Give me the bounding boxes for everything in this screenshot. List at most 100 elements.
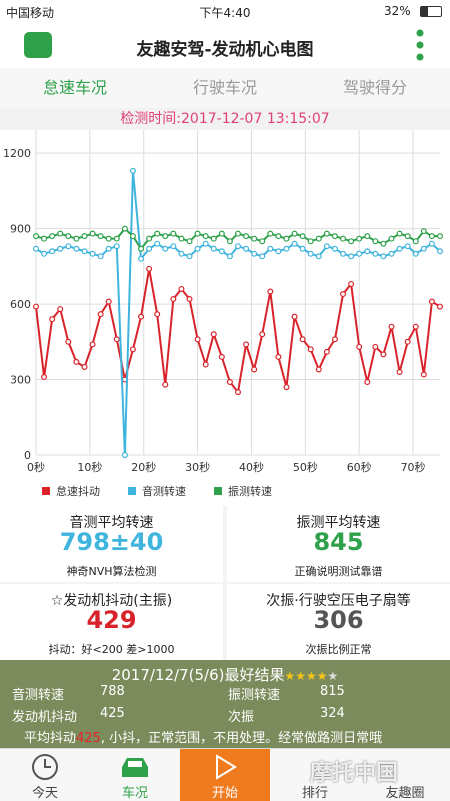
data-point (89, 341, 96, 348)
carrier: 中国移动 (6, 6, 55, 20)
data-point (251, 235, 258, 242)
data-point (437, 248, 444, 255)
tab[interactable]: 驾驶得分 (342, 78, 407, 97)
x-tick-label: 70秒 (401, 460, 426, 474)
result-value: 815 (320, 684, 345, 699)
result-summary: 平均抖动425, 小抖，正常范围，不用处理。经常做路测日常哦 (24, 727, 382, 746)
data-point (41, 374, 48, 381)
data-point (372, 343, 379, 350)
data-point (146, 265, 153, 272)
data-point (73, 235, 80, 242)
data-point (113, 235, 120, 242)
data-point (57, 245, 64, 252)
stat-title: 次振·行驶空压电子扇等 (266, 593, 411, 609)
x-tick-label: 0秒 (27, 460, 45, 474)
data-point (178, 235, 185, 242)
data-point (356, 343, 363, 350)
data-point (146, 235, 153, 242)
data-point (97, 253, 104, 260)
data-point (49, 233, 56, 240)
data-point (226, 379, 233, 386)
data-point (267, 288, 274, 295)
header: 友趣安驾-发动机心电图 (0, 22, 450, 69)
data-point (202, 361, 209, 368)
data-point (396, 245, 403, 252)
data-point (194, 230, 201, 237)
data-point (41, 235, 48, 242)
data-point (275, 353, 282, 360)
data-point (57, 306, 64, 313)
data-point (396, 230, 403, 237)
legend-swatch (128, 487, 136, 495)
data-point (113, 336, 120, 343)
result-label: 振测转速 (228, 688, 281, 703)
y-tick-label: 1200 (3, 147, 31, 160)
data-point (299, 245, 306, 252)
data-point (259, 331, 266, 338)
result-value: 788 (100, 684, 125, 699)
data-point (396, 368, 403, 375)
data-point (186, 296, 193, 303)
series-line (35, 268, 441, 395)
y-tick-label: 0 (24, 449, 31, 462)
nav-item[interactable]: 开始 (180, 749, 270, 801)
data-point (243, 341, 250, 348)
data-point (283, 235, 290, 242)
stat-title: ☆发动机抖动(主振) (50, 593, 173, 609)
legend-label: 音测转速 (142, 484, 186, 498)
data-point (186, 253, 193, 260)
data-point (404, 338, 411, 345)
data-point (428, 240, 435, 247)
data-point (372, 250, 379, 257)
stat-note: 次振比例正常 (305, 643, 372, 656)
result-title: 2017/12/7(5/6)最好结果★★★★★ (0, 664, 450, 685)
data-point (65, 338, 72, 345)
tab[interactable]: 行驶车况 (192, 78, 257, 97)
data-point (32, 233, 39, 240)
x-tick-label: 30秒 (185, 460, 210, 474)
data-point (146, 245, 153, 252)
test-time: 检测时间:2017-12-07 13:15:07 (0, 108, 450, 130)
legend-swatch (214, 487, 222, 495)
y-tick-label: 900 (10, 223, 31, 236)
data-point (178, 285, 185, 292)
legend-label: 振测转速 (228, 484, 272, 498)
result-panel: 2017/12/7(5/6)最好结果★★★★★ 音测转速 788 振测转速 81… (0, 660, 450, 748)
stat-card: ☆发动机抖动(主振) 429 抖动：好<200 差>1000 (0, 584, 223, 660)
result-date: 2017/12/7(5/6)最好结果 (111, 666, 285, 684)
data-point (372, 238, 379, 245)
data-point (210, 245, 217, 252)
data-point (41, 250, 48, 257)
battery: 32% (384, 4, 411, 18)
nav-item[interactable]: 排行 (270, 749, 360, 801)
data-point (89, 230, 96, 237)
result-label: 发动机抖动 (12, 710, 78, 725)
menu-button[interactable] (414, 28, 426, 62)
data-point (291, 230, 298, 237)
data-point (388, 235, 395, 242)
data-point (202, 240, 209, 247)
data-point (235, 243, 242, 250)
data-point (49, 316, 56, 323)
data-point (121, 452, 128, 459)
nav-item[interactable]: 友趣圈 (360, 749, 450, 801)
data-point (138, 255, 145, 262)
data-point (138, 245, 145, 252)
data-point (218, 248, 225, 255)
data-point (186, 238, 193, 245)
stat-value: 429 (86, 606, 137, 634)
data-point (299, 233, 306, 240)
data-point (348, 253, 355, 260)
tab[interactable]: 怠速车况 (42, 78, 107, 97)
data-point (105, 235, 112, 242)
data-point (340, 235, 347, 242)
nav-item[interactable]: 车况 (90, 749, 180, 801)
data-point (251, 250, 258, 257)
data-point (388, 323, 395, 330)
data-point (226, 238, 233, 245)
stat-value: 306 (313, 606, 364, 634)
nav-item[interactable]: 今天 (0, 749, 90, 801)
data-point (323, 230, 330, 237)
data-point (283, 245, 290, 252)
